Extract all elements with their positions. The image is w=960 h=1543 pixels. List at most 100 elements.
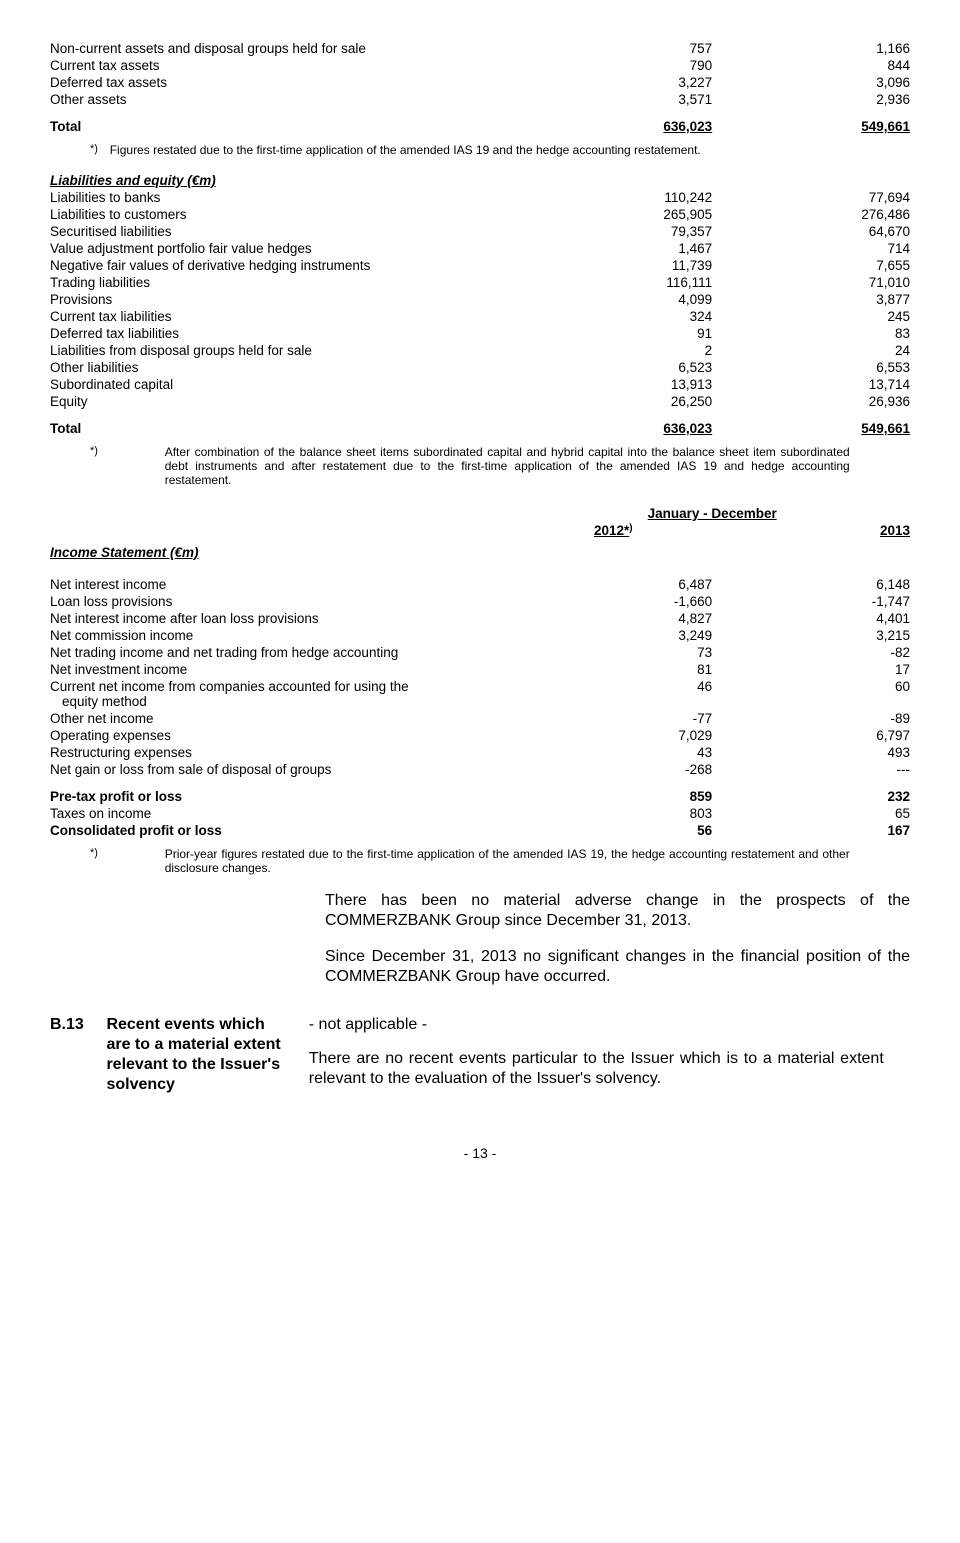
- row-label: Restructuring expenses: [50, 744, 514, 761]
- income-heading: Income Statement (€m): [50, 545, 199, 560]
- row-value-2012: 6,523: [514, 359, 712, 376]
- row-value-2013: -82: [712, 644, 910, 661]
- summary-label: Consolidated profit or loss: [50, 822, 514, 839]
- row-label: Non-current assets and disposal groups h…: [50, 40, 514, 57]
- row-value-2012: 110,242: [514, 189, 712, 206]
- total-2012: 636,023: [514, 118, 712, 135]
- row-value-2012: 2: [514, 342, 712, 359]
- row-label: Deferred tax liabilities: [50, 325, 514, 342]
- row-value-2012: 6,487: [514, 576, 712, 593]
- row-value-2013: 6,553: [712, 359, 910, 376]
- b13-label: Recent events which are to a material ex…: [106, 1015, 286, 1095]
- b13-id: B.13: [50, 1015, 102, 1035]
- row-value-2013: 714: [712, 240, 910, 257]
- footnote-symbol: *): [50, 143, 106, 155]
- liabilities-table: Liabilities and equity (€m) Liabilities …: [50, 172, 910, 437]
- row-label: Subordinated capital: [50, 376, 514, 393]
- assets-table: Non-current assets and disposal groups h…: [50, 40, 910, 135]
- summary-2013: 65: [712, 805, 910, 822]
- row-value-2012: -1,660: [514, 593, 712, 610]
- income-table: Net interest income6,4876,148Loan loss p…: [50, 576, 910, 839]
- row-label: Current tax liabilities: [50, 308, 514, 325]
- row-value-2012: 11,739: [514, 257, 712, 274]
- row-value-2012: 73: [514, 644, 712, 661]
- summary-label: Pre-tax profit or loss: [50, 788, 514, 805]
- page-number: - 13 -: [50, 1145, 910, 1161]
- period-label: January - December: [648, 506, 777, 521]
- row-value-2012: -77: [514, 710, 712, 727]
- total-2013: 549,661: [712, 118, 910, 135]
- total-2012: 636,023: [514, 420, 712, 437]
- row-label: Net gain or loss from sale of disposal o…: [50, 761, 514, 778]
- adverse-change-paragraph: There has been no material adverse chang…: [325, 891, 910, 931]
- summary-2013: 232: [712, 788, 910, 805]
- row-label: Liabilities to banks: [50, 189, 514, 206]
- row-value-2013: ---: [712, 761, 910, 778]
- row-value-2013: 1,166: [712, 40, 910, 57]
- row-value-2012: 790: [514, 57, 712, 74]
- row-value-2012: 1,467: [514, 240, 712, 257]
- footnote-1: *) Figures restated due to the first-tim…: [50, 143, 910, 158]
- row-value-2012: 26,250: [514, 393, 712, 410]
- row-value-2013: 60: [712, 678, 910, 710]
- row-label: Value adjustment portfolio fair value he…: [50, 240, 514, 257]
- row-value-2013: -1,747: [712, 593, 910, 610]
- row-value-2013: 2,936: [712, 91, 910, 108]
- row-value-2013: 17: [712, 661, 910, 678]
- total-label: Total: [50, 118, 514, 135]
- total-label: Total: [50, 420, 514, 437]
- row-value-2012: 324: [514, 308, 712, 325]
- row-value-2013: -89: [712, 710, 910, 727]
- financial-position-paragraph: Since December 31, 2013 no significant c…: [325, 947, 910, 987]
- section-b13: B.13 Recent events which are to a materi…: [50, 1015, 910, 1095]
- row-value-2013: 493: [712, 744, 910, 761]
- row-value-2012: 81: [514, 661, 712, 678]
- row-label: Current net income from companies accoun…: [50, 678, 514, 710]
- summary-2012: 859: [514, 788, 712, 805]
- row-label: Other liabilities: [50, 359, 514, 376]
- footnote-symbol: *): [50, 445, 106, 457]
- row-value-2013: 4,401: [712, 610, 910, 627]
- row-value-2012: 7,029: [514, 727, 712, 744]
- row-label: Net interest income: [50, 576, 514, 593]
- row-label: Net investment income: [50, 661, 514, 678]
- footnote-text: After combination of the balance sheet i…: [110, 445, 850, 487]
- row-label: Liabilities from disposal groups held fo…: [50, 342, 514, 359]
- year-2013: 2013: [880, 523, 910, 538]
- row-label: Net commission income: [50, 627, 514, 644]
- row-label: Other assets: [50, 91, 514, 108]
- row-value-2013: 276,486: [712, 206, 910, 223]
- row-value-2013: 3,096: [712, 74, 910, 91]
- row-label: Current tax assets: [50, 57, 514, 74]
- summary-2013: 167: [712, 822, 910, 839]
- row-value-2012: 3,249: [514, 627, 712, 644]
- row-value-2012: 265,905: [514, 206, 712, 223]
- footnote-text: Prior-year figures restated due to the f…: [110, 847, 850, 875]
- row-value-2013: 77,694: [712, 189, 910, 206]
- row-value-2012: 3,571: [514, 91, 712, 108]
- row-value-2012: 116,111: [514, 274, 712, 291]
- row-value-2013: 7,655: [712, 257, 910, 274]
- income-header: January - December 2012*) 2013: [50, 505, 910, 539]
- row-label: Loan loss provisions: [50, 593, 514, 610]
- row-value-2013: 3,215: [712, 627, 910, 644]
- row-label: Negative fair values of derivative hedgi…: [50, 257, 514, 274]
- liabilities-heading: Liabilities and equity (€m): [50, 172, 514, 189]
- row-label: Trading liabilities: [50, 274, 514, 291]
- row-value-2012: 13,913: [514, 376, 712, 393]
- summary-label: Taxes on income: [50, 805, 514, 822]
- row-label: Provisions: [50, 291, 514, 308]
- row-label: Net trading income and net trading from …: [50, 644, 514, 661]
- row-value-2012: 79,357: [514, 223, 712, 240]
- row-value-2012: 43: [514, 744, 712, 761]
- row-value-2013: 24: [712, 342, 910, 359]
- row-value-2012: 757: [514, 40, 712, 57]
- row-value-2013: 844: [712, 57, 910, 74]
- summary-2012: 803: [514, 805, 712, 822]
- row-label: Liabilities to customers: [50, 206, 514, 223]
- row-label: Operating expenses: [50, 727, 514, 744]
- row-value-2012: 46: [514, 678, 712, 710]
- row-label: Equity: [50, 393, 514, 410]
- b13-text: There are no recent events particular to…: [309, 1049, 884, 1089]
- row-label: Other net income: [50, 710, 514, 727]
